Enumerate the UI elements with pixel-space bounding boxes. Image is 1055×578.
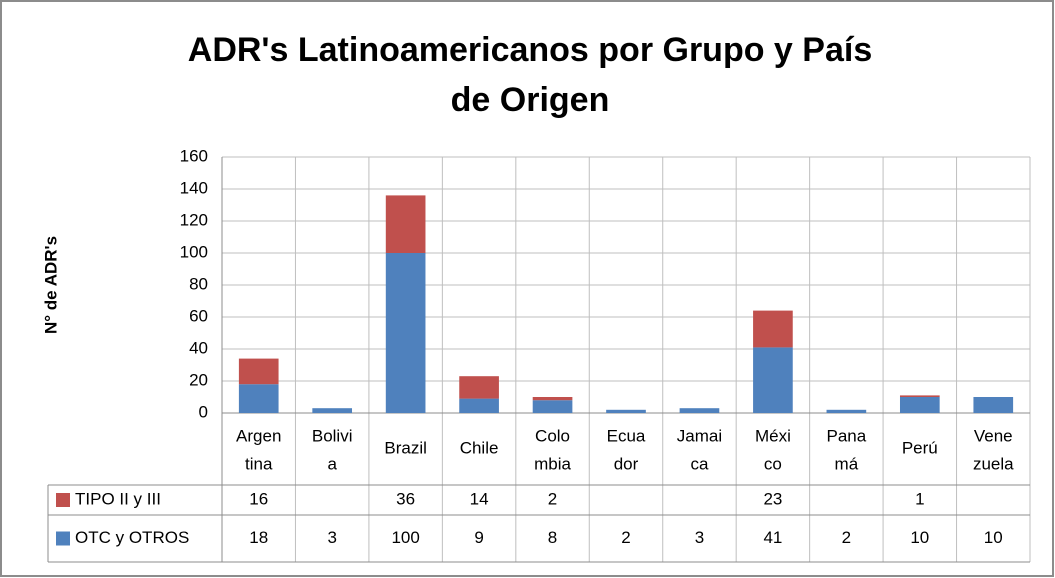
x-tick-label: ca: [690, 454, 709, 473]
x-tick-label: Argen: [236, 426, 281, 445]
x-tick-label: Bolivi: [312, 426, 353, 445]
x-tick-label: dor: [614, 454, 639, 473]
y-tick-label: 60: [189, 306, 208, 325]
table-cell: 9: [474, 528, 483, 547]
y-axis-label: N° de ADR's: [41, 236, 60, 334]
x-tick-label: Chile: [460, 438, 499, 457]
bar-segment: [899, 395, 940, 397]
bar-segment: [238, 384, 279, 413]
table-cell: 36: [396, 489, 415, 508]
y-tick-label: 0: [199, 402, 208, 421]
table-cell: 16: [249, 489, 268, 508]
bar-segment: [973, 397, 1014, 413]
y-tick-label: 20: [189, 370, 208, 389]
x-tick-label: Ecua: [607, 426, 646, 445]
legend-swatch: [56, 493, 70, 507]
table-cell: 100: [391, 528, 419, 547]
bar-segment: [312, 408, 353, 413]
bar-segment: [532, 400, 573, 413]
chart-title: de Origen: [451, 81, 610, 119]
x-tick-label: Jamai: [677, 426, 722, 445]
legend-swatch: [56, 531, 70, 546]
bar-segment: [385, 253, 426, 413]
legend-label: TIPO II y III: [75, 489, 161, 508]
x-tick-label: Colo: [535, 426, 570, 445]
bar-segment: [899, 397, 940, 413]
bar-segment: [532, 397, 573, 401]
table-cell: 10: [910, 528, 929, 547]
table-cell: 3: [695, 528, 704, 547]
x-tick-label: Brazil: [384, 438, 427, 457]
table-cell: 10: [984, 528, 1003, 547]
table-cell: 18: [249, 528, 268, 547]
x-tick-label: a: [327, 454, 337, 473]
table-cell: 1: [915, 489, 924, 508]
x-tick-label: Vene: [974, 426, 1013, 445]
table-cell: 23: [763, 489, 782, 508]
y-tick-label: 160: [180, 146, 208, 165]
table-cell: 2: [621, 528, 630, 547]
bar-segment: [606, 409, 646, 413]
table-cell: 3: [327, 528, 336, 547]
table-cell: 14: [470, 489, 489, 508]
bar-segment: [753, 310, 793, 348]
x-tick-label: Pana: [827, 426, 867, 445]
bar-segment: [679, 408, 720, 413]
bar-segment: [459, 376, 499, 399]
table-cell: 41: [763, 528, 782, 547]
x-tick-label: Perú: [902, 438, 938, 457]
y-tick-label: 100: [180, 242, 208, 261]
y-tick-label: 40: [189, 338, 208, 357]
y-tick-label: 140: [180, 178, 208, 197]
legend-label: OTC y OTROS: [75, 528, 189, 547]
x-tick-label: mbia: [534, 454, 571, 473]
y-tick-label: 80: [189, 274, 208, 293]
bar-segment: [753, 347, 793, 413]
y-tick-label: 120: [180, 210, 208, 229]
table-cell: 8: [548, 528, 557, 547]
x-tick-label: má: [835, 454, 859, 473]
x-tick-label: tina: [245, 454, 273, 473]
bar-segment: [826, 409, 867, 413]
x-tick-label: zuela: [973, 454, 1014, 473]
x-tick-label: co: [764, 454, 782, 473]
table-cell: 2: [842, 528, 851, 547]
chart-title: ADR's Latinoamericanos por Grupo y País: [188, 31, 872, 69]
bar-segment: [238, 358, 279, 385]
bar-segment: [385, 195, 426, 253]
bar-segment: [459, 398, 499, 413]
x-tick-label: Méxi: [755, 426, 791, 445]
table-cell: 2: [548, 489, 557, 508]
